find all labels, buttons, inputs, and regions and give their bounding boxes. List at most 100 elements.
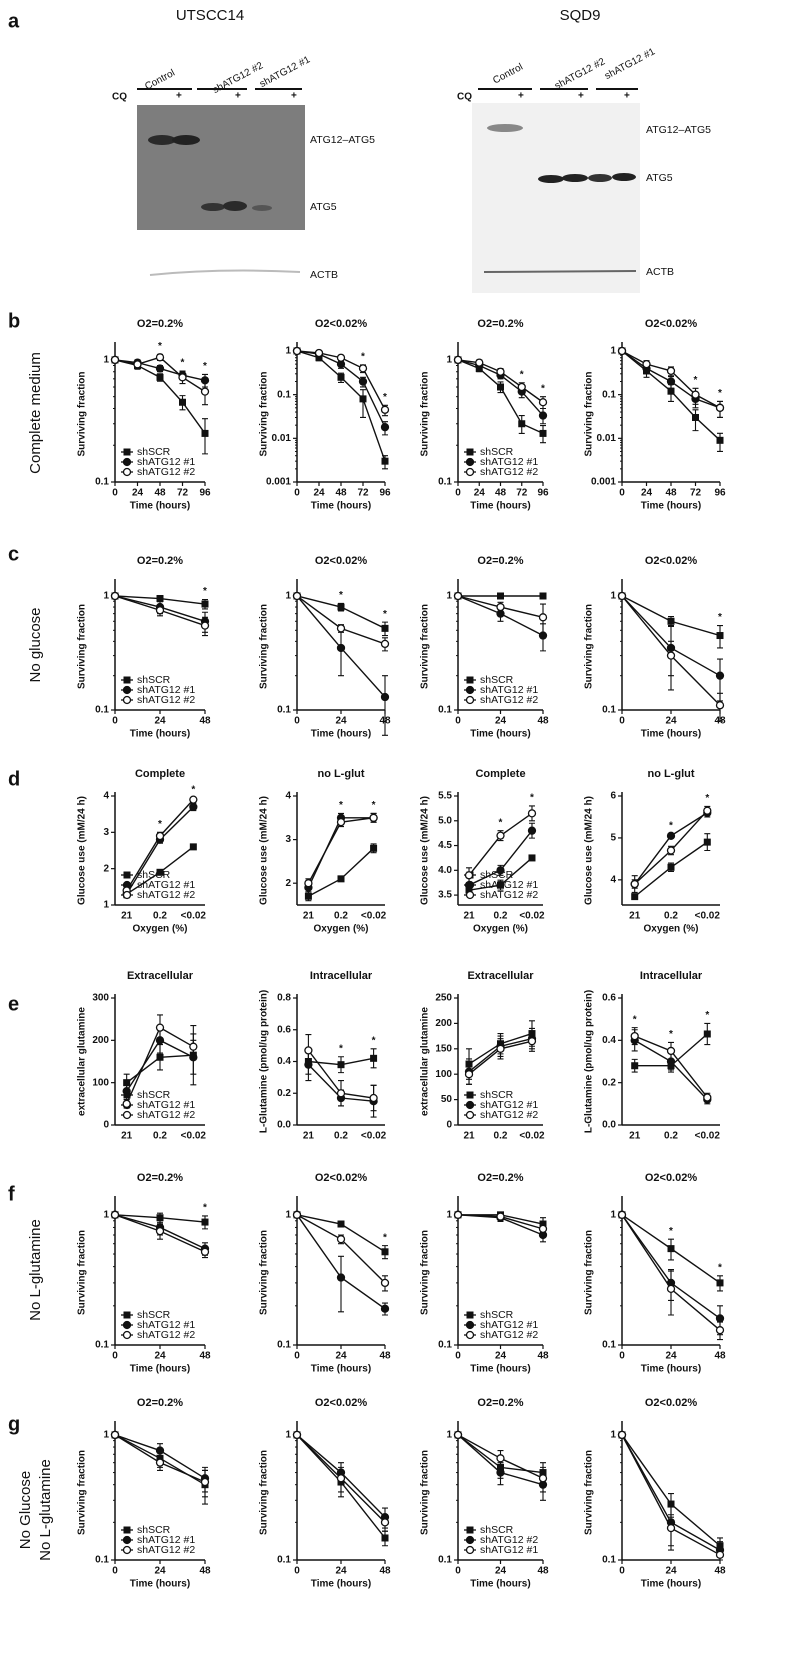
marker [110, 591, 120, 601]
chart-title: no L-glut [647, 768, 694, 780]
significance-mark: * [718, 612, 722, 623]
y-tick-label: 0.1 [277, 1555, 291, 1566]
panel-letter: d [8, 768, 20, 790]
y-tick-label: 0.1 [277, 389, 291, 400]
legend-label: shSCR [480, 1309, 514, 1321]
band [172, 135, 200, 145]
y-tick-label: 0.6 [277, 1024, 291, 1035]
marker [666, 366, 676, 376]
x-tick-label: 21 [303, 911, 315, 922]
legend-label: shATG12 #1 [480, 1099, 538, 1111]
y-tick-label: 3 [103, 827, 109, 838]
legend-label: shATG12 #2 [480, 694, 538, 706]
marker [122, 1086, 131, 1096]
y-axis-label: extracellular glutamine [77, 1007, 88, 1116]
y-tick-label: 1 [610, 591, 616, 602]
marker [201, 600, 209, 608]
x-axis-label: Time (hours) [130, 1364, 190, 1375]
chart-title: O2<0.02% [315, 318, 368, 330]
x-axis-label: Time (hours) [311, 501, 371, 512]
plus: + [624, 91, 630, 102]
legend-marker [123, 871, 131, 879]
significance-mark: * [541, 383, 545, 394]
x-axis-label: Time (hours) [130, 501, 190, 512]
y-tick-label: 1 [610, 1430, 616, 1441]
legend-marker [465, 467, 475, 477]
x-tick-label: 48 [537, 1566, 549, 1577]
y-tick-label: 6 [610, 791, 616, 802]
x-axis-label: Time (hours) [641, 1579, 701, 1590]
legend-marker [466, 1526, 474, 1534]
blot-right: Control shATG12 #2 shATG12 #1 CQ + + + A… [457, 46, 711, 293]
x-tick-label: 48 [537, 716, 549, 727]
legend-label: shATG12 #1 [480, 879, 538, 891]
y-tick-label: 0 [103, 1120, 109, 1131]
legend-label: shATG12 #2 [137, 694, 195, 706]
chart: O2<0.02% Surviving fraction Time (hours) 0.… [259, 1397, 391, 1590]
marker [337, 1061, 345, 1069]
marker [337, 603, 345, 611]
plus: + [578, 91, 584, 102]
x-tick-label: 0.2 [494, 911, 508, 922]
marker [453, 1210, 463, 1219]
band [612, 173, 636, 181]
blot-left: Control shATG12 #2 shATG12 #1 CQ + + + A… [112, 54, 375, 281]
x-tick-label: <0.02 [181, 1131, 207, 1142]
y-tick-label: 0.4 [277, 1056, 291, 1067]
x-tick-label: 0.2 [334, 911, 348, 922]
marker [336, 353, 346, 362]
error-bar [338, 1255, 344, 1313]
marker [156, 373, 164, 381]
x-axis-label: Time (hours) [311, 1579, 371, 1590]
band [588, 174, 612, 182]
marker [497, 881, 504, 889]
y-tick-label: 0.1 [95, 1340, 109, 1351]
chart-title: Extracellular [467, 970, 534, 982]
band [223, 201, 247, 211]
chart-title: Intracellular [640, 970, 703, 982]
y-tick-label: 0.2 [602, 1077, 616, 1088]
legend-label: shATG12 #1 [137, 879, 195, 891]
plus: + [291, 91, 297, 102]
x-tick-label: 21 [463, 911, 475, 922]
y-tick-label: 0.01 [272, 433, 292, 444]
band [201, 203, 225, 211]
y-tick-label: 1 [285, 591, 291, 602]
significance-mark: * [203, 586, 207, 597]
marker [370, 1054, 378, 1062]
significance-mark: * [203, 361, 207, 372]
chart: O2<0.02% Surviving fraction Time (hours) 0.… [259, 318, 391, 512]
marker [667, 1245, 675, 1253]
x-tick-label: <0.02 [181, 911, 207, 922]
chart: O2=0.2% Surviving fraction Time (hours) 0.1… [420, 555, 549, 740]
marker [336, 1474, 346, 1483]
marker [538, 613, 548, 622]
legend-label: shATG12 #2 [480, 1329, 538, 1341]
marker [337, 1220, 345, 1228]
x-axis-label: Oxygen (%) [473, 924, 528, 935]
legend-label: shSCR [480, 446, 514, 458]
legend-label: shATG12 #1 [480, 1319, 538, 1331]
legend-marker [122, 467, 132, 477]
y-tick-label: 250 [435, 993, 452, 1004]
marker [716, 1279, 724, 1287]
legend-marker [123, 676, 131, 684]
chart-title: Complete [475, 768, 525, 780]
row-label: No L-glutamine [37, 1459, 54, 1561]
y-tick-label: 0.1 [438, 705, 452, 716]
marker [292, 591, 302, 601]
marker [122, 1099, 131, 1108]
marker [370, 844, 378, 852]
legend-label: shATG12 #1 [480, 456, 538, 468]
row-label: No L-glutamine [27, 1219, 44, 1321]
marker [155, 831, 165, 841]
marker [715, 1314, 725, 1323]
x-axis-label: Time (hours) [130, 729, 190, 740]
chart-title: O2<0.02% [645, 555, 698, 567]
marker [496, 1468, 505, 1477]
x-tick-label: <0.02 [695, 911, 721, 922]
marker [527, 809, 537, 818]
x-axis-label: Time (hours) [470, 501, 530, 512]
y-tick-label: 0.1 [438, 477, 452, 488]
